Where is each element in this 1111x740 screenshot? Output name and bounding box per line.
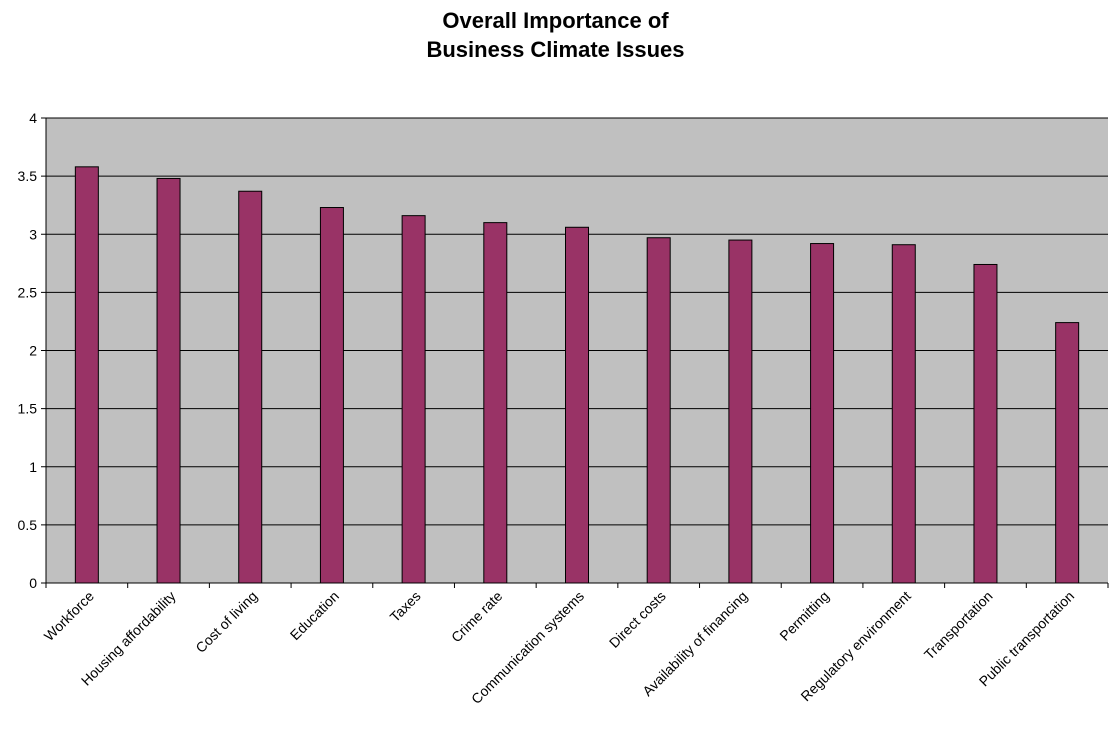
x-category-label: Cost of living bbox=[192, 588, 260, 656]
bar bbox=[646, 237, 671, 584]
chart-title-line-1: Overall Importance of bbox=[442, 8, 669, 33]
bar bbox=[74, 166, 99, 584]
x-category-label: Direct costs bbox=[606, 588, 669, 651]
y-tick-label: 0 bbox=[29, 575, 37, 591]
bar bbox=[238, 190, 263, 584]
y-tick-label: 0.5 bbox=[18, 517, 38, 533]
x-category-label: Education bbox=[287, 588, 342, 643]
x-category-label: Permitting bbox=[776, 588, 832, 644]
x-category-label: Workforce bbox=[41, 588, 97, 644]
y-tick-label: 3 bbox=[29, 226, 37, 242]
x-category-label: Transportation bbox=[921, 588, 996, 663]
x-category-label: Crime rate bbox=[448, 588, 506, 646]
y-tick-label: 1.5 bbox=[18, 401, 38, 417]
bar bbox=[156, 177, 181, 584]
bar bbox=[401, 215, 426, 584]
axes bbox=[41, 117, 1109, 588]
chart-title-line-2: Business Climate Issues bbox=[426, 37, 685, 62]
y-tick-label: 4 bbox=[29, 110, 37, 126]
y-tick-label: 1 bbox=[29, 459, 37, 475]
y-tick-labels: 0 0.5 1 1.5 2 2.5 3 3.5 4 bbox=[18, 110, 38, 591]
x-category-label: Taxes bbox=[387, 588, 424, 625]
bar bbox=[319, 207, 344, 584]
chart-title: Overall Importance of Business Climate I… bbox=[0, 6, 1111, 64]
bar bbox=[1055, 322, 1080, 584]
bar bbox=[565, 226, 589, 584]
bar bbox=[810, 243, 835, 584]
bar bbox=[483, 222, 508, 584]
bar bbox=[891, 244, 916, 584]
y-tick-label: 2.5 bbox=[18, 284, 38, 300]
y-tick-label: 3.5 bbox=[18, 168, 38, 184]
bar bbox=[728, 239, 753, 584]
y-tick-label: 2 bbox=[29, 343, 37, 359]
bar bbox=[973, 263, 998, 584]
